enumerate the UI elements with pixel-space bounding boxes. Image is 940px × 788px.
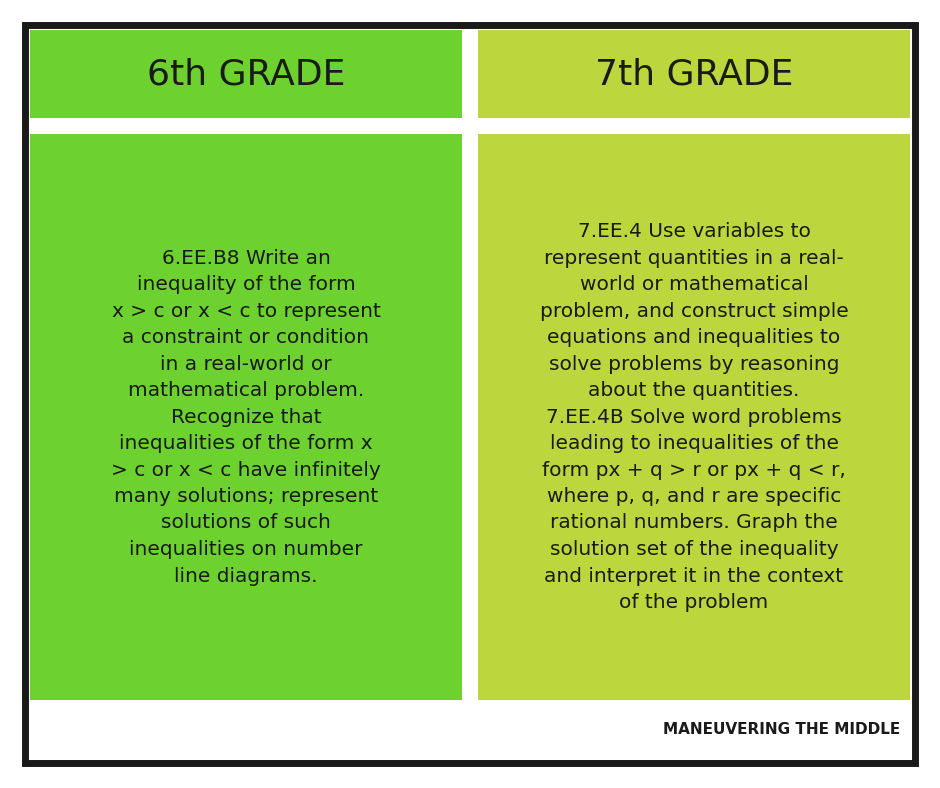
Text: MANEUVERING THE MIDDLE: MANEUVERING THE MIDDLE	[663, 722, 900, 737]
Bar	[478, 30, 910, 118]
Bar	[30, 134, 462, 700]
Text: 6.EE.B8 Write an
inequality of the form
x > c or x < c to represent
a constraint: 6.EE.B8 Write an inequality of the form …	[111, 248, 381, 585]
Text: 7th GRADE: 7th GRADE	[595, 57, 793, 91]
Bar	[478, 134, 910, 700]
Text: 7.EE.4 Use variables to
represent quantities in a real-
world or mathematical
pr: 7.EE.4 Use variables to represent quanti…	[540, 222, 849, 612]
Bar	[30, 30, 462, 118]
Text: 6th GRADE: 6th GRADE	[147, 57, 345, 91]
